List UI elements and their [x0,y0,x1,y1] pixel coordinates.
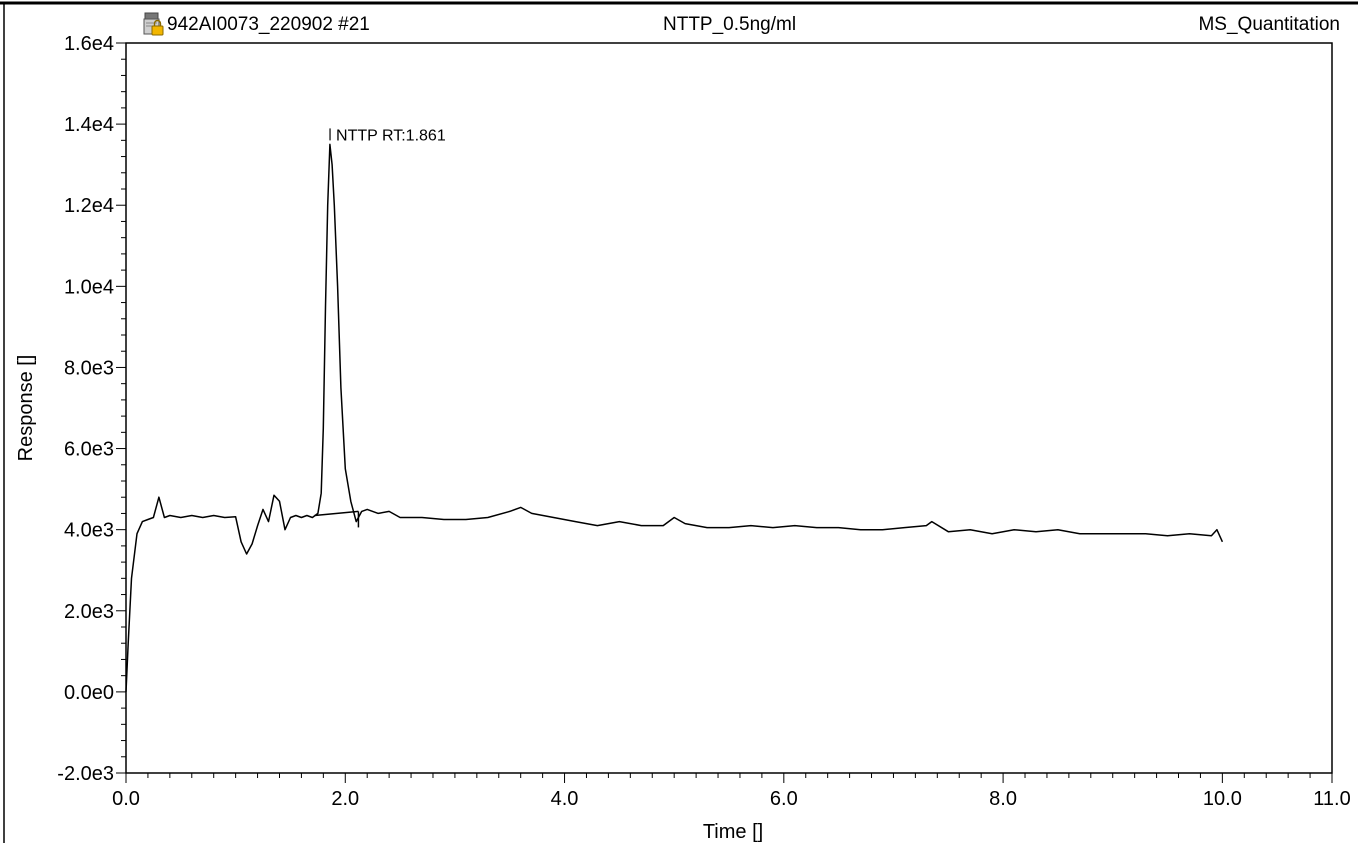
y-tick-label: 4.0e3 [64,520,114,542]
x-tick-label: 4.0 [551,788,579,810]
y-tick-label: 0.0e0 [64,682,114,704]
x-tick-label: 8.0 [989,788,1017,810]
sample-name-label: NTTP_0.5ng/ml [663,14,797,35]
y-tick-label: 1.4e4 [64,114,114,136]
data-file-label: 942AI0073_220902 #21 [167,14,370,35]
y-tick-label: 1.2e4 [64,195,114,217]
peak-label: NTTP RT:1.861 [336,127,446,144]
x-tick-label: 6.0 [770,788,798,810]
y-axis-title: Response [] [15,355,37,462]
x-tick-label: 11.0 [1313,788,1350,810]
x-tick-label: 0.0 [112,788,140,810]
x-tick-label: 10.0 [1203,788,1242,810]
x-axis-title: Time [] [703,821,763,843]
y-tick-label: -2.0e3 [57,763,114,785]
plot-area-frame [125,42,1333,774]
x-tick-label: 2.0 [331,788,359,810]
y-tick-label: 8.0e3 [64,357,114,379]
y-tick-label: 1.6e4 [64,33,114,55]
chromatogram-trace-line [125,143,1224,692]
peak-integration-baseline [314,510,359,517]
locked-data-file-icon [143,12,165,36]
y-tick-label: 6.0e3 [64,439,114,461]
y-tick-label: 1.0e4 [64,276,114,298]
method-name-label: MS_Quantitation [1198,14,1340,35]
y-tick-label: 2.0e3 [64,601,114,623]
